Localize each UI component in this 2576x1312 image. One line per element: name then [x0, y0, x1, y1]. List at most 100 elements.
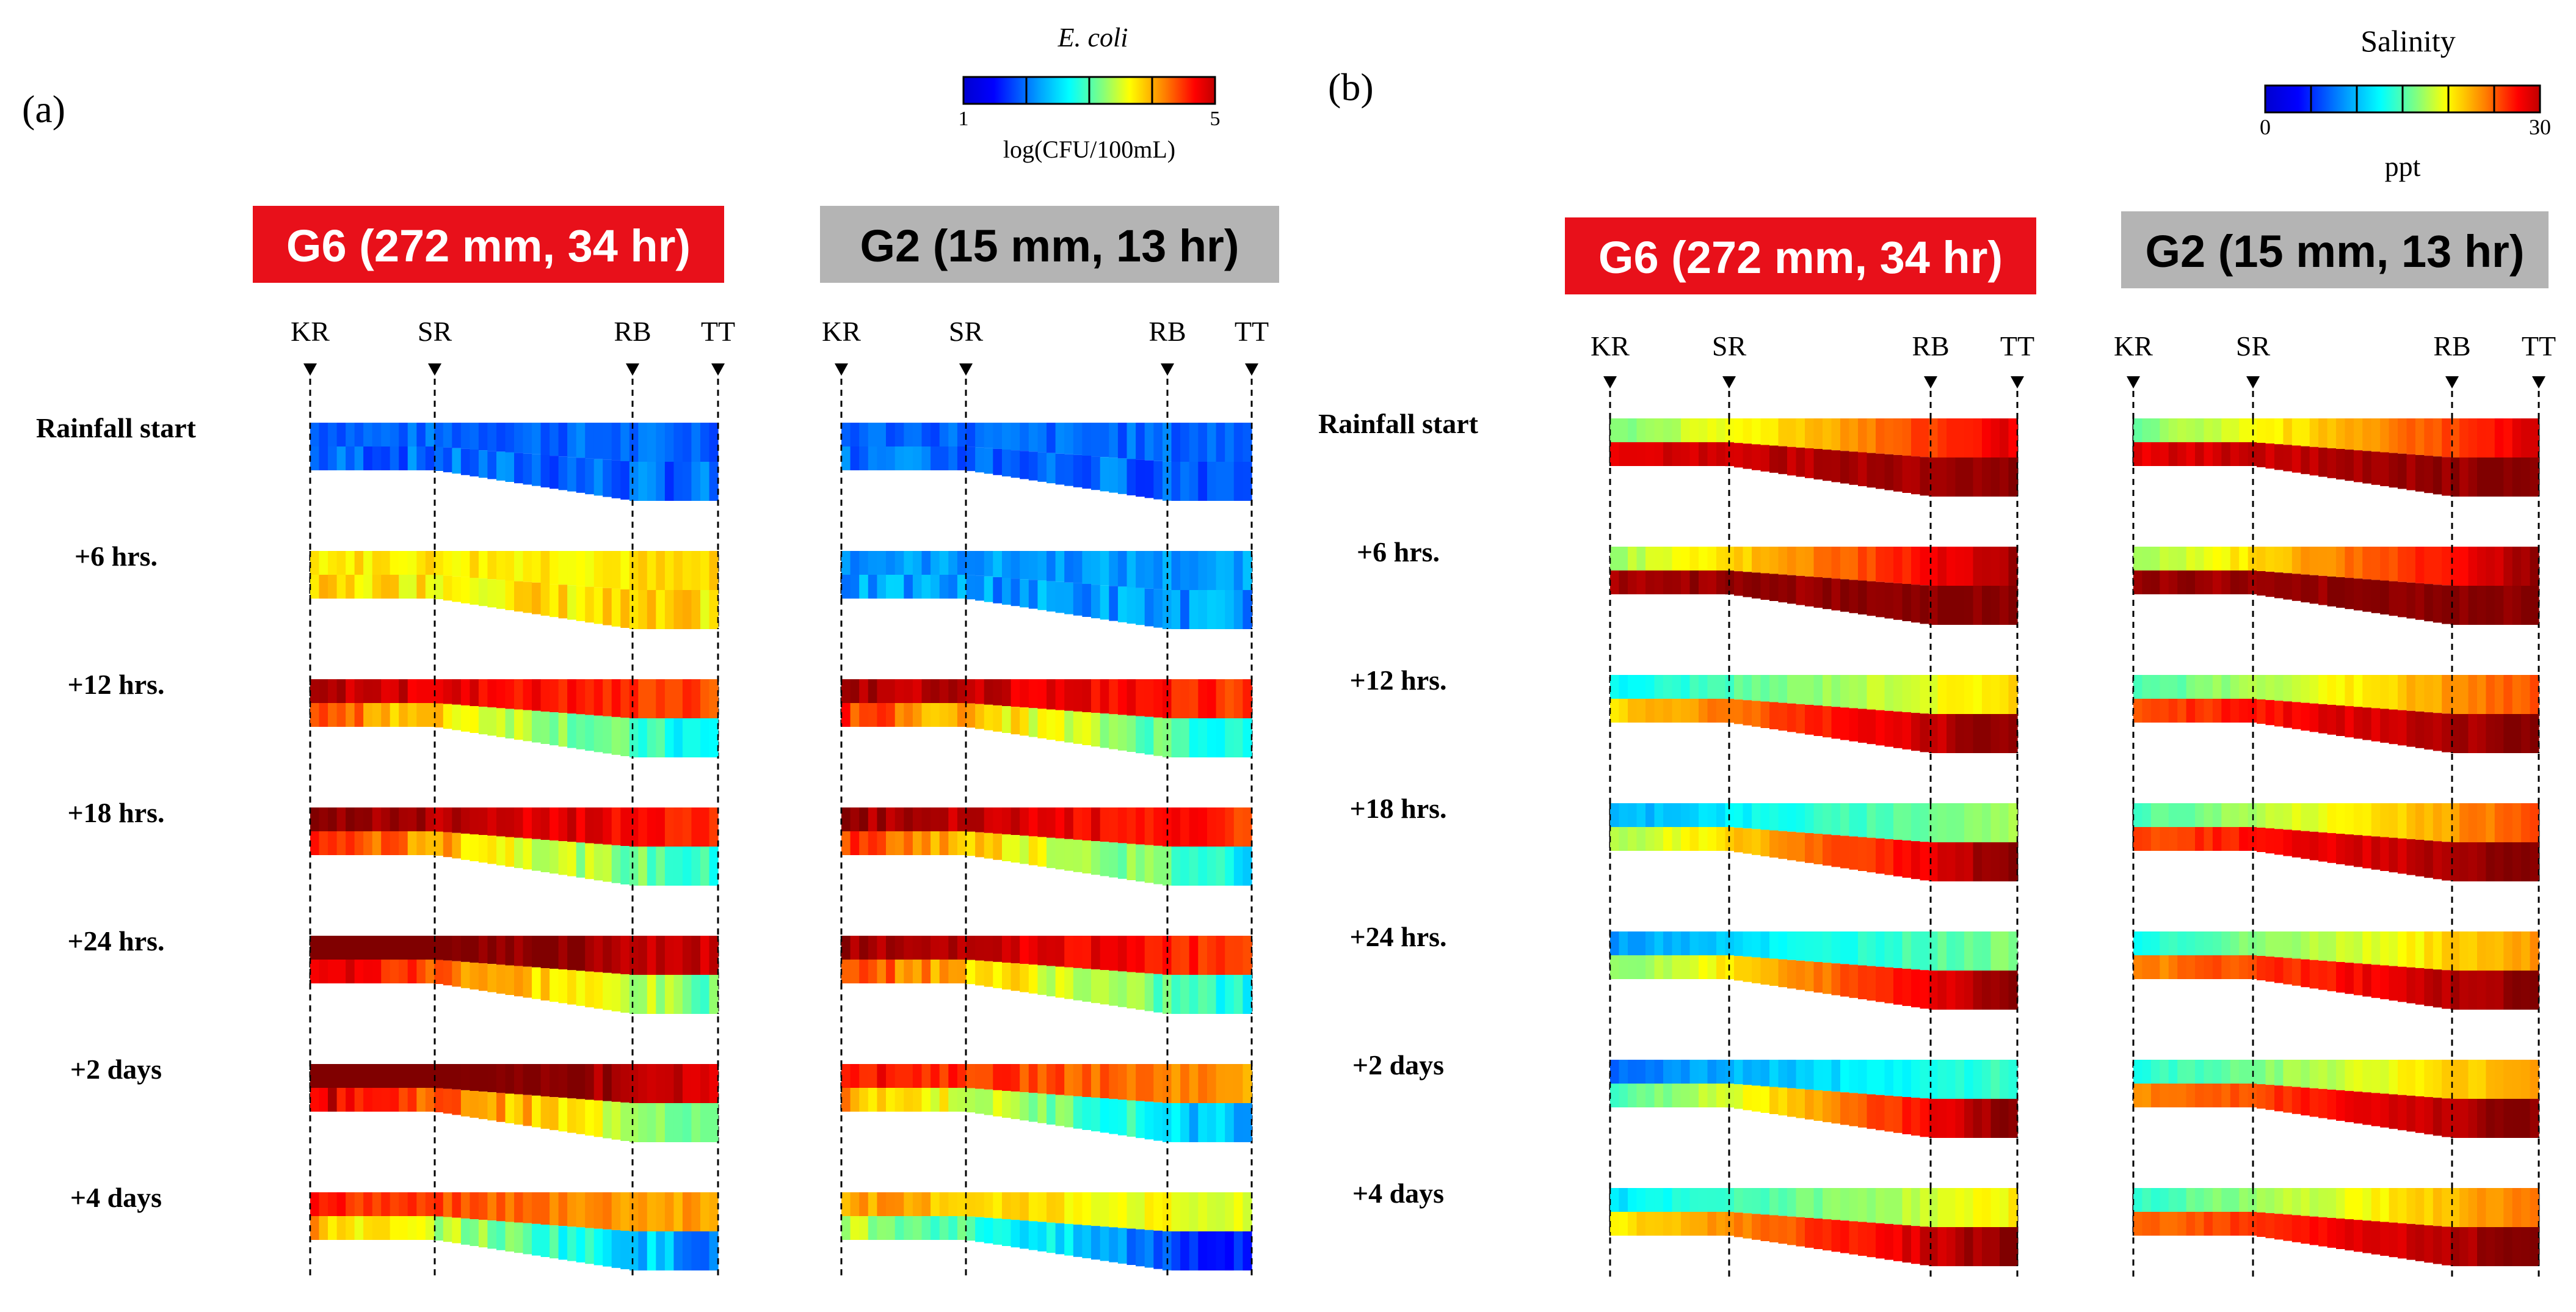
- profile-cell: [1028, 551, 1038, 580]
- profile-cell: [1663, 547, 1673, 570]
- profile-cell: [2239, 418, 2249, 442]
- profile-cell: [1840, 1060, 1850, 1093]
- profile-cell: [1136, 972, 1145, 1010]
- profile-cell: [2389, 453, 2398, 488]
- profile-cell: [841, 679, 851, 703]
- profile-cell: [2221, 1084, 2231, 1107]
- profile-cell: [2301, 803, 2310, 831]
- profile-cell: [931, 1088, 940, 1112]
- profile-cell: [1734, 828, 1744, 853]
- profile-cell: [399, 1064, 408, 1088]
- profile-cell: [1225, 1103, 1235, 1142]
- profile-cell: [1100, 1064, 1109, 1099]
- profile-cell: [1707, 1188, 1717, 1212]
- profile-cell: [1805, 931, 1815, 961]
- profile-cell: [1973, 457, 1983, 497]
- profile-cell: [2318, 1217, 2328, 1247]
- profile-cell: [2406, 1095, 2416, 1132]
- profile-cell: [532, 710, 542, 743]
- profile-cell: [2133, 931, 2142, 955]
- profile-cell: [1020, 1064, 1029, 1093]
- profile-cell: [682, 679, 692, 718]
- profile-cell: [2512, 803, 2522, 842]
- profile-cell: [629, 1064, 639, 1103]
- profile-cell: [1982, 1060, 1992, 1099]
- profile-cell: [700, 590, 710, 629]
- profile-cell: [2283, 418, 2293, 445]
- profile-cell: [2177, 1060, 2187, 1084]
- profile-cell: [1813, 547, 1823, 577]
- profile-cell: [1020, 707, 1029, 736]
- profile-cell: [372, 1216, 382, 1240]
- profile-cell: [540, 968, 550, 1000]
- profile-cell: [1233, 423, 1243, 462]
- profile-cell: [1937, 971, 1947, 1010]
- profile-cell: [1884, 1223, 1894, 1260]
- profile-cell: [567, 1098, 577, 1133]
- profile-cell: [1162, 679, 1172, 718]
- profile-cell: [1216, 551, 1225, 590]
- profile-cell: [2521, 1188, 2531, 1227]
- profile-cell: [1136, 844, 1145, 882]
- profile-cell: [1893, 931, 1903, 968]
- profile-cell: [1752, 829, 1761, 855]
- profile-cell: [1672, 1212, 1682, 1236]
- profile-cell: [629, 975, 639, 1014]
- profile-cell: [2221, 955, 2231, 979]
- profile-cell: [2291, 418, 2301, 446]
- profile-cell: [2274, 957, 2284, 983]
- profile-cell: [2450, 1188, 2460, 1227]
- profile-cell: [691, 936, 701, 975]
- profile-cell: [2265, 443, 2275, 469]
- profile-cell: [1225, 590, 1235, 629]
- profile-cell: [2345, 803, 2354, 835]
- profile-cell: [540, 1064, 550, 1096]
- profile-cell: [1982, 586, 1992, 625]
- profile-cell: [877, 703, 887, 727]
- profile-cell: [984, 1089, 993, 1115]
- profile-cell: [576, 936, 586, 971]
- profile-cell: [407, 831, 417, 855]
- profile-cell: [1144, 1192, 1154, 1230]
- profile-cell: [1911, 418, 1921, 457]
- profile-cell: [1233, 551, 1243, 590]
- profile-cell: [1243, 1231, 1252, 1270]
- profile-cell: [452, 807, 462, 833]
- profile-cell: [346, 936, 355, 960]
- profile-cell: [673, 423, 683, 462]
- profile-cell: [416, 960, 426, 983]
- profile-cell: [346, 807, 355, 831]
- profile-cell: [585, 971, 595, 1008]
- profile-cell: [2512, 931, 2522, 971]
- profile-cell: [2283, 1188, 2293, 1215]
- profile-cell: [1233, 590, 1243, 629]
- profile-cell: [1760, 1188, 1770, 1215]
- profile-cell: [593, 587, 603, 624]
- profile-cell: [460, 577, 470, 603]
- profile-cell: [2362, 1188, 2372, 1221]
- profile-cell: [2353, 547, 2363, 579]
- profile-cell: [2274, 931, 2284, 958]
- profile-cell: [585, 1099, 595, 1136]
- profile-cell: [2142, 418, 2152, 442]
- profile-cell: [2204, 418, 2213, 442]
- profile-cell: [1233, 1103, 1243, 1142]
- profile-cell: [2274, 418, 2284, 445]
- profile-cell: [841, 960, 851, 983]
- profile-cell: [452, 423, 462, 448]
- profile-cell: [912, 575, 923, 599]
- profile-cell: [2450, 714, 2460, 753]
- profile-cell: [576, 551, 586, 586]
- profile-cell: [2177, 675, 2187, 699]
- profile-cell: [399, 1192, 408, 1216]
- profile-cell: [1645, 442, 1655, 466]
- case-title-a-g2-text: G2 (15 mm, 13 hr): [860, 220, 1239, 271]
- profile-cell: [1707, 931, 1717, 955]
- profile-cell: [894, 703, 904, 727]
- profile-cell: [1055, 1223, 1065, 1255]
- profile-cell: [611, 845, 621, 883]
- profile-cell: [993, 448, 1003, 475]
- profile-cell: [1920, 931, 1929, 971]
- profile-cell: [1171, 1192, 1181, 1231]
- profile-cell: [2318, 960, 2328, 990]
